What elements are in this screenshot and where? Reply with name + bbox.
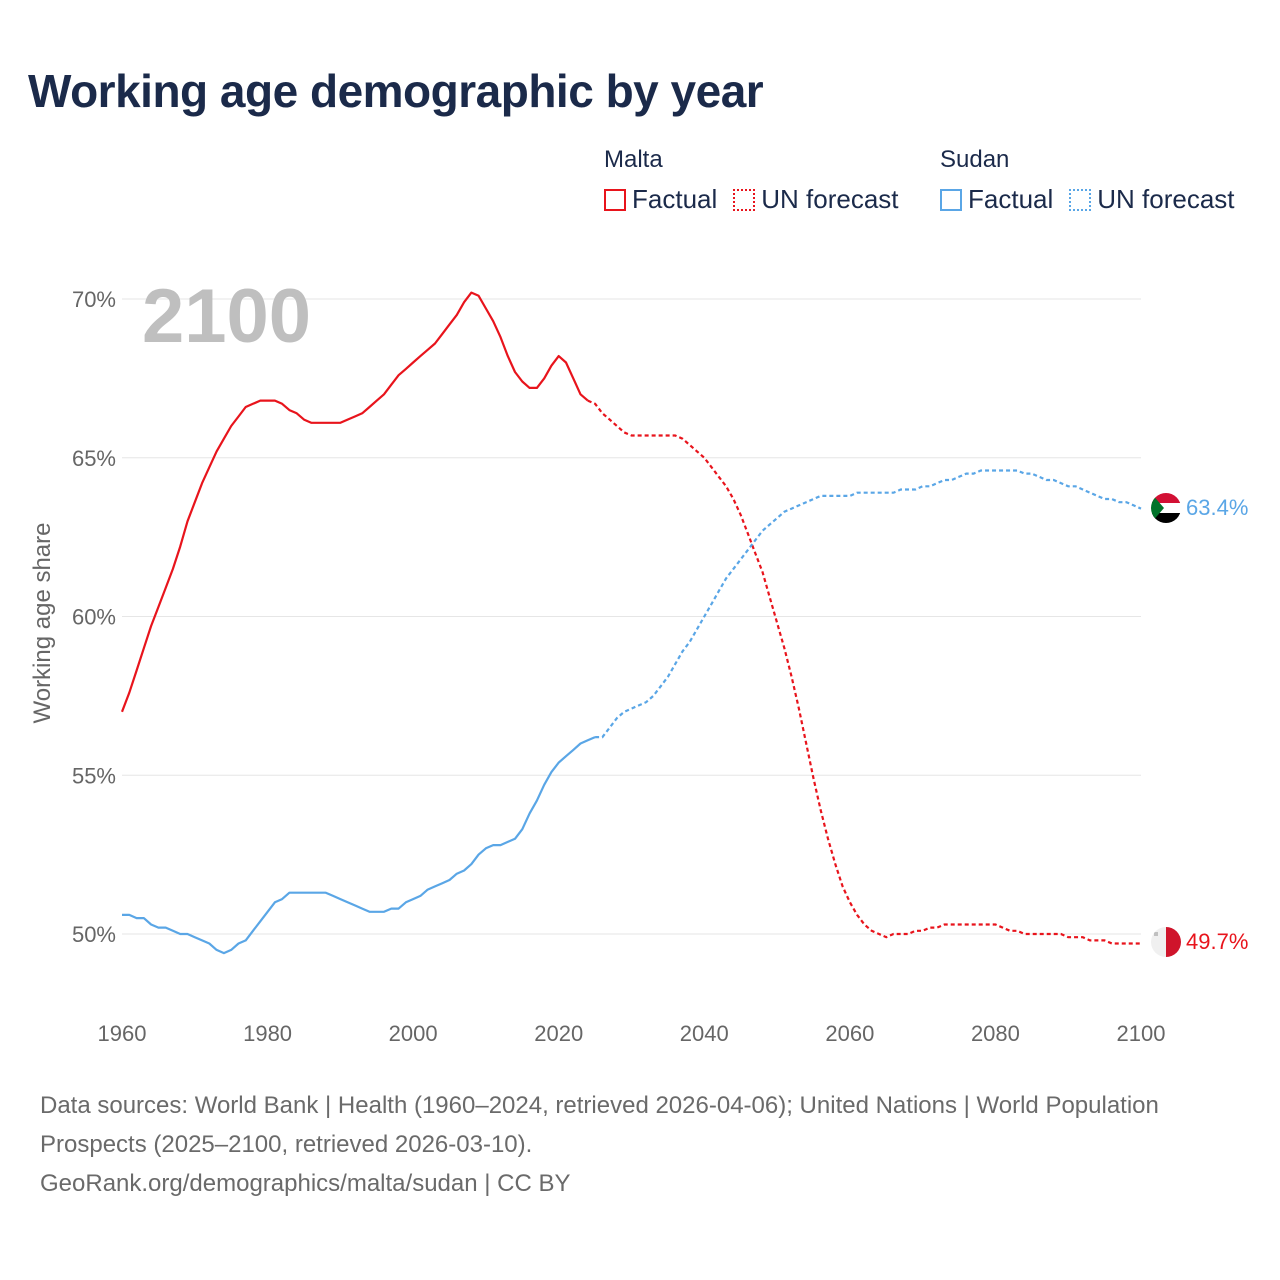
y-axis-title: Working age share — [29, 523, 56, 724]
malta-end-label: 49.7% — [1186, 929, 1248, 954]
series-lines — [120, 291, 1142, 955]
malta-factual-swatch — [604, 188, 626, 211]
sudan-forecast-swatch — [1069, 188, 1092, 211]
sudan-flag-icon — [1151, 493, 1181, 523]
legend-malta-factual[interactable]: Factual — [604, 184, 717, 215]
legend-malta: Malta Factual UN forecast — [604, 146, 899, 215]
y-tick-label: 65% — [72, 446, 116, 471]
malta-flag-icon — [1151, 927, 1181, 957]
legend-sudan-factual[interactable]: Factual — [940, 184, 1053, 215]
sudan-end-label: 63.4% — [1186, 495, 1248, 520]
x-tick-label: 2000 — [389, 1021, 438, 1046]
line-chart: 50% 55% 60% 65% 70% 1960 1980 2000 2020 2040 2060… — [29, 274, 1248, 1046]
year-watermark: 2100 — [142, 274, 311, 359]
legend-malta-forecast-label: UN forecast — [761, 184, 899, 214]
malta-forecast-line — [587, 399, 1141, 945]
legend-malta-factual-label: Factual — [632, 184, 718, 214]
gridlines — [122, 298, 1141, 935]
y-axis: 50% 55% 60% 65% 70% — [72, 287, 116, 947]
x-axis: 1960 1980 2000 2020 2040 2060 2080 2100 — [98, 1021, 1166, 1046]
malta-factual-line — [120, 291, 589, 713]
x-tick-label: 2060 — [825, 1021, 874, 1046]
y-tick-label: 55% — [72, 763, 116, 788]
legend-sudan-label: Sudan — [940, 146, 1010, 173]
sudan-factual-line — [122, 736, 596, 955]
source-link[interactable]: GeoRank.org/demographics/malta/sudan | C… — [40, 1170, 571, 1197]
legend-malta-label: Malta — [604, 146, 663, 173]
y-tick-label: 60% — [72, 605, 116, 630]
source-note: Data sources: World Bank | Health (1960–… — [40, 1086, 1230, 1203]
source-text: Data sources: World Bank | Health (1960–… — [40, 1092, 1159, 1158]
x-tick-label: 2040 — [680, 1021, 729, 1046]
legend-sudan-forecast[interactable]: UN forecast — [1069, 184, 1235, 215]
legend-sudan-factual-label: Factual — [968, 184, 1054, 214]
y-tick-label: 70% — [72, 287, 116, 312]
legend-sudan-forecast-label: UN forecast — [1097, 184, 1235, 214]
x-tick-label: 1980 — [243, 1021, 292, 1046]
x-tick-label: 1960 — [98, 1021, 147, 1046]
legend-malta-forecast[interactable]: UN forecast — [733, 184, 899, 215]
y-tick-label: 50% — [72, 922, 116, 947]
legend-sudan: Sudan Factual UN forecast — [940, 146, 1235, 215]
chart-title: Working age demographic by year — [28, 65, 764, 117]
x-tick-label: 2020 — [534, 1021, 583, 1046]
malta-forecast-swatch — [733, 188, 756, 211]
sudan-factual-swatch — [940, 188, 962, 211]
x-tick-label: 2100 — [1117, 1021, 1166, 1046]
sudan-forecast-line — [595, 469, 1142, 739]
x-tick-label: 2080 — [971, 1021, 1020, 1046]
